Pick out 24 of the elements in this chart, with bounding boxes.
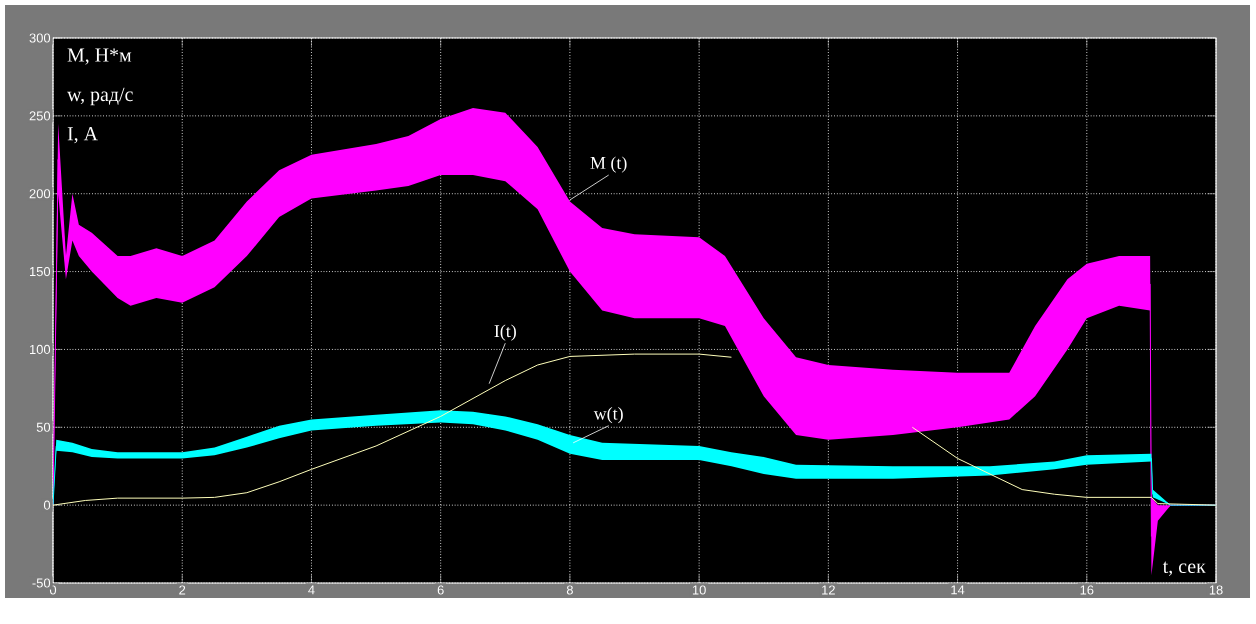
y-tick-label: 50: [36, 422, 51, 432]
text: M (t): [590, 156, 627, 173]
annotation: w, рад/с: [67, 87, 133, 106]
x-tick-label: 10: [692, 585, 706, 595]
y-tick-label: 250: [29, 111, 51, 121]
y-tick-label: 0: [43, 500, 51, 510]
x-tick-label: 6: [437, 585, 444, 595]
x-tick-label: 18: [1209, 585, 1223, 595]
series-label: I(t): [494, 324, 516, 341]
x-tick-label: 12: [822, 585, 835, 595]
annotation: M, Н*м: [67, 48, 132, 65]
y-tick-label: 150: [30, 267, 51, 277]
x-tick-label: 8: [566, 585, 573, 595]
x-tick-label: 4: [308, 585, 315, 595]
y-tick-label: 300: [29, 33, 51, 43]
y-tick-label: 200: [29, 189, 51, 199]
y-tick-label: 100: [30, 344, 51, 355]
annotation: I, А: [67, 127, 98, 144]
y-tick-label: -50: [32, 578, 51, 588]
x-axis-title: t, сек: [1162, 561, 1206, 576]
x-tick-label: 14: [951, 585, 965, 595]
series-label: w(t): [593, 407, 623, 424]
x-tick-label: 16: [1080, 585, 1094, 595]
x-tick-label: 2: [179, 585, 186, 595]
